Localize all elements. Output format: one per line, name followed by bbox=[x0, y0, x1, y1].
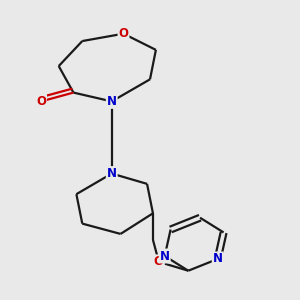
Text: O: O bbox=[118, 27, 128, 40]
Text: N: N bbox=[107, 95, 117, 108]
Text: O: O bbox=[36, 95, 46, 108]
Text: O: O bbox=[154, 255, 164, 268]
Text: N: N bbox=[213, 252, 223, 266]
Text: N: N bbox=[160, 250, 170, 262]
Text: N: N bbox=[107, 167, 117, 180]
